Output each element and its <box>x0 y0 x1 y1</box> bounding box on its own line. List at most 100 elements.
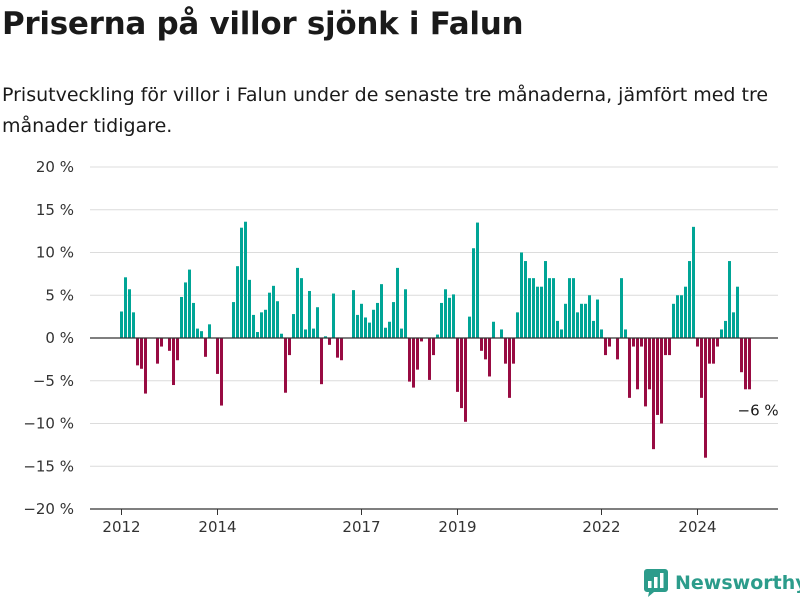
bar <box>448 297 451 338</box>
bar <box>672 303 675 338</box>
bar <box>432 338 435 356</box>
bar <box>388 321 391 338</box>
bar <box>188 269 191 338</box>
bar <box>528 278 531 338</box>
bar <box>552 278 555 338</box>
bar <box>336 338 339 358</box>
bar <box>492 321 495 338</box>
bar <box>200 331 203 338</box>
bar <box>592 320 595 338</box>
y-tick-label: 5 % <box>45 286 74 304</box>
bar <box>500 329 503 338</box>
bar <box>356 314 359 338</box>
bar <box>648 338 651 390</box>
bar <box>252 314 255 338</box>
bar <box>180 296 183 338</box>
bar <box>692 226 695 338</box>
bar <box>564 303 567 338</box>
chart-subtitle: Prisutveckling för villor i Falun under … <box>2 84 769 137</box>
bar <box>572 278 575 338</box>
bar <box>364 317 367 338</box>
bar <box>328 338 331 345</box>
bar <box>628 338 631 398</box>
bar <box>404 289 407 338</box>
y-tick-label: −10 % <box>23 415 74 433</box>
bar <box>684 286 687 338</box>
bar <box>556 320 559 338</box>
x-tick-label: 2012 <box>102 518 140 536</box>
bar <box>248 279 251 338</box>
bar <box>636 338 639 390</box>
bar <box>184 282 187 338</box>
bar <box>560 329 563 338</box>
x-tick-label: 2014 <box>198 518 236 536</box>
bar <box>664 338 667 356</box>
brand-name: Newsworthy <box>675 572 800 594</box>
bar <box>708 338 711 364</box>
bar <box>272 285 275 338</box>
bar <box>196 328 199 338</box>
bar <box>132 312 135 338</box>
y-tick-label: 15 % <box>36 201 74 219</box>
bar <box>316 307 319 338</box>
bar <box>580 303 583 338</box>
bar <box>256 332 259 338</box>
bar <box>260 312 263 338</box>
x-axis-tick-labels: 2012 2014 2017 2019 2022 2024 <box>102 509 717 536</box>
bar <box>300 278 303 338</box>
bar <box>440 302 443 338</box>
bar <box>588 295 591 338</box>
bar-chart-logo-icon <box>644 569 668 597</box>
bar <box>192 302 195 338</box>
bar <box>376 302 379 338</box>
bar <box>216 338 219 374</box>
bar <box>144 338 147 394</box>
bar <box>660 338 663 424</box>
bar <box>304 329 307 338</box>
newsworthy-logo: Newsworthy <box>644 568 800 598</box>
bar <box>744 338 747 390</box>
bar <box>676 295 679 338</box>
bar <box>604 338 607 356</box>
y-tick-label: −15 % <box>23 457 74 475</box>
y-tick-label: −5 % <box>33 372 74 390</box>
bar <box>544 261 547 338</box>
bar <box>428 338 431 380</box>
bar <box>416 338 419 370</box>
bar <box>312 328 315 338</box>
bar <box>156 338 159 364</box>
bar <box>584 303 587 338</box>
bar <box>284 338 287 393</box>
bar <box>408 338 411 382</box>
bar <box>172 338 175 386</box>
bar <box>276 301 279 338</box>
bar <box>480 338 483 351</box>
bars <box>120 221 751 458</box>
bar <box>384 327 387 338</box>
bar <box>508 338 511 398</box>
y-axis-tick-labels: 20 % 15 % 10 % 5 % 0 % −5 % −10 % −15 % −20 % <box>23 158 74 518</box>
bar <box>168 338 171 351</box>
bar <box>616 338 619 360</box>
bar <box>620 278 623 338</box>
bar <box>292 314 295 338</box>
bar <box>340 338 343 361</box>
bar <box>268 292 271 338</box>
bar <box>392 302 395 338</box>
bar <box>420 338 423 342</box>
last-value-label: −6 % <box>738 401 779 419</box>
bar <box>568 278 571 338</box>
bar <box>624 329 627 338</box>
bar <box>524 261 527 338</box>
bar <box>652 338 655 450</box>
bar <box>296 267 299 338</box>
bar <box>712 338 715 364</box>
bar <box>540 286 543 338</box>
bar <box>532 278 535 338</box>
bar <box>400 328 403 338</box>
bar <box>176 338 179 361</box>
bar <box>484 338 487 360</box>
bar <box>220 338 223 406</box>
bar-chart: 20 % 15 % 10 % 5 % 0 % −5 % −10 % −15 % −20 % 20… <box>23 158 779 536</box>
bar <box>452 294 455 338</box>
